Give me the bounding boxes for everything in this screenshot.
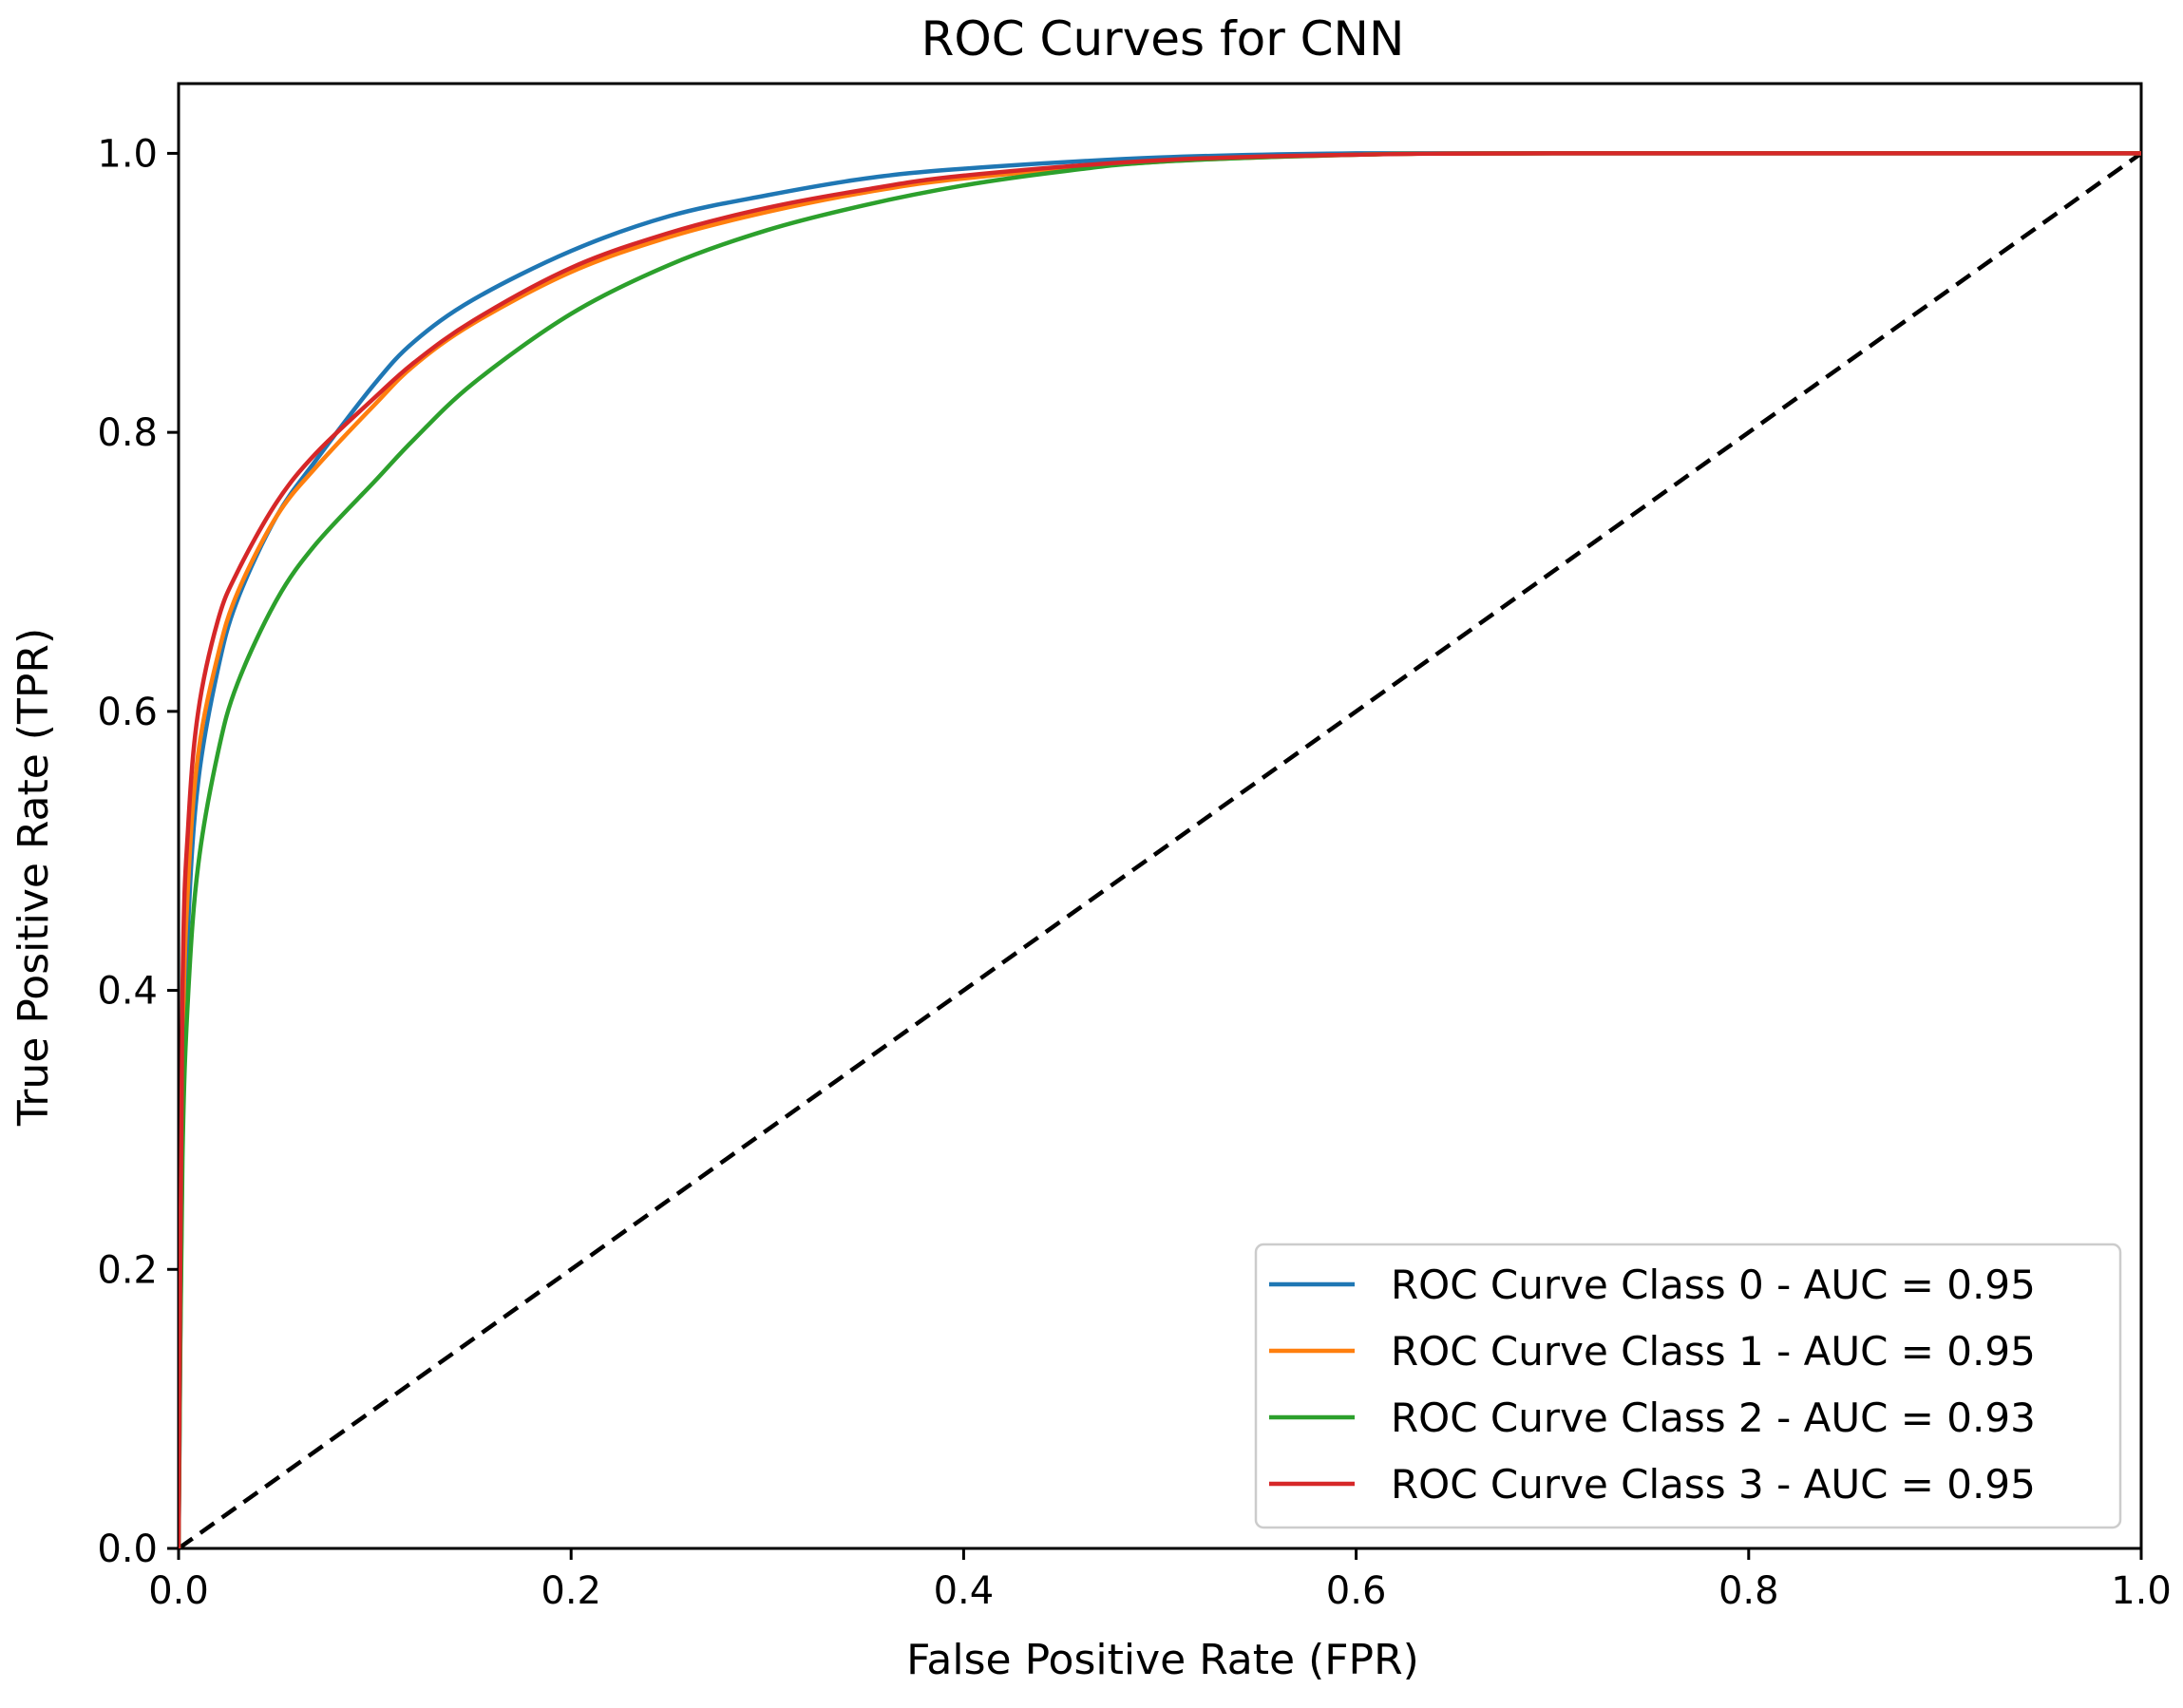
- y-tick-label: 0.2: [97, 1248, 158, 1292]
- y-tick-label: 0.0: [97, 1528, 158, 1571]
- legend-box: [1254, 1243, 2122, 1529]
- legend-label-class-2: ROC Curve Class 2 - AUC = 0.93: [1391, 1395, 2036, 1441]
- x-tick-label: 0.8: [1718, 1569, 1779, 1613]
- legend: ROC Curve Class 0 - AUC = 0.95 ROC Curve …: [1254, 1243, 2122, 1529]
- x-axis-label: False Positive Rate (FPR): [906, 1636, 1419, 1684]
- chart-title: ROC Curves for CNN: [921, 11, 1405, 66]
- roc-curve-class-3: [179, 151, 2141, 1548]
- x-tick-label: 1.0: [2111, 1569, 2172, 1613]
- y-tick-label: 0.4: [97, 970, 158, 1014]
- axes-frame: [177, 82, 2143, 1550]
- legend-label-class-3: ROC Curve Class 3 - AUC = 0.95: [1391, 1461, 2036, 1508]
- y-axis-label: True Positive Rate (TPR): [9, 628, 58, 1127]
- x-tick-label: 0.2: [541, 1569, 601, 1613]
- y-tick-label: 0.8: [97, 411, 158, 455]
- chance-diagonal-line: [177, 151, 2143, 1550]
- y-tick-label: 0.6: [97, 691, 158, 734]
- legend-label-class-1: ROC Curve Class 1 - AUC = 0.95: [1391, 1328, 2036, 1375]
- legend-label-class-0: ROC Curve Class 0 - AUC = 0.95: [1391, 1262, 2036, 1308]
- plot-area: 0.0 0.2 0.4 0.6 0.8 1.0 0.0 0.2 0.4 0.6 0.8 1.0: [97, 82, 2172, 1613]
- x-tick-label: 0.4: [934, 1569, 995, 1613]
- x-tick-label: 0.0: [148, 1569, 209, 1613]
- x-tick-label: 0.6: [1326, 1569, 1387, 1613]
- y-tick-label: 1.0: [97, 132, 158, 176]
